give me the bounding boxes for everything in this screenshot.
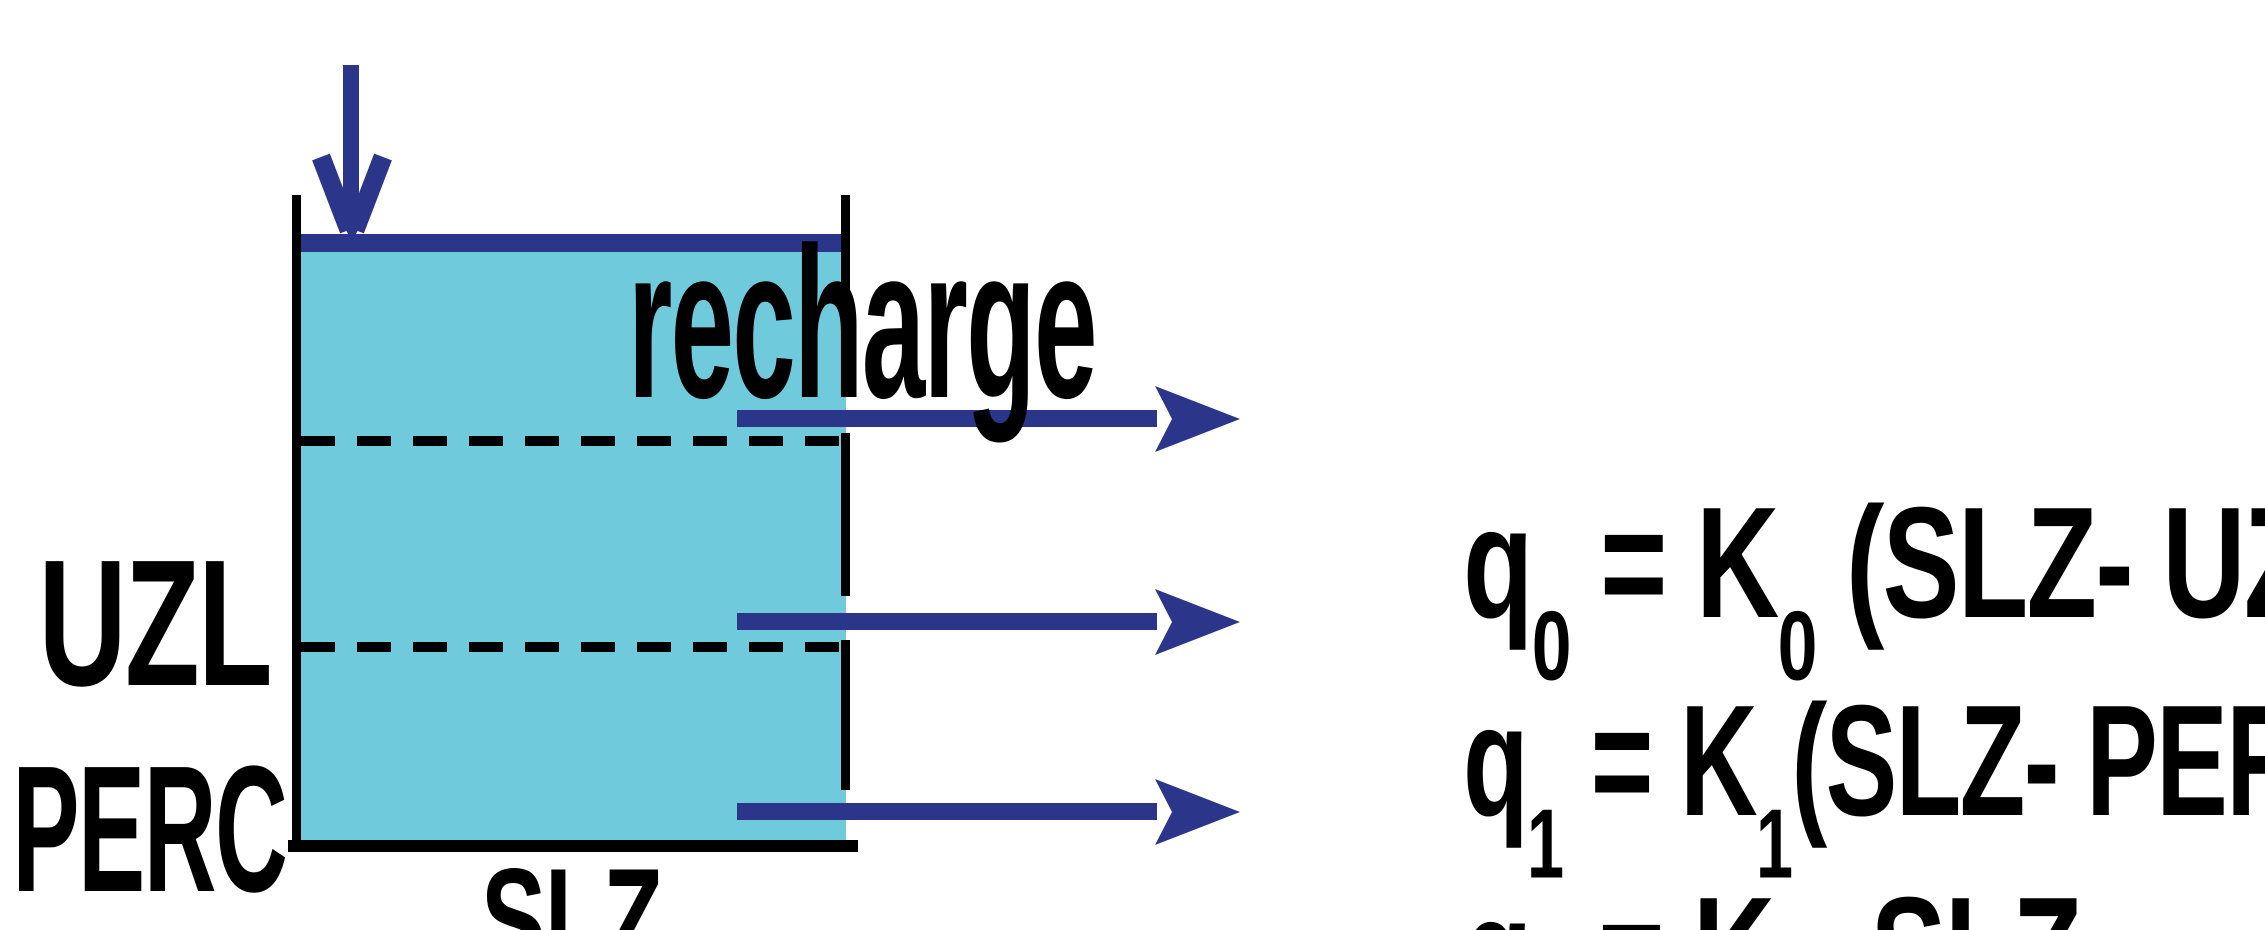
recharge-label: recharge	[402, 0, 1511, 645]
slz-label-text: SLZ	[480, 838, 663, 930]
recharge-label-text: recharge	[628, 202, 1097, 443]
q0-arrow-shaft	[737, 410, 1157, 427]
equation-q2-equals-k: = K	[1568, 865, 1775, 930]
recharge-arrow-right-wing	[346, 153, 392, 234]
q0-arrow-head	[1155, 386, 1240, 452]
equation-q1-lhs: q	[1463, 673, 1529, 849]
equation-q0-expression: (SLZ- UZL)	[1846, 475, 2265, 651]
tank-water-fill	[301, 252, 846, 840]
equation-q0: q0 = K0 (SLZ- UZL)	[1297, 326, 2265, 800]
uzl-threshold-label: UZL	[0, 354, 273, 894]
slz-storage-label: SLZ	[327, 701, 750, 930]
tank-right-wall-middle	[841, 433, 850, 596]
equation-q0-equals-k: = K	[1569, 475, 1779, 651]
water-surface-bar	[301, 234, 846, 252]
perc-threshold-label: PERC	[0, 560, 288, 930]
tank-right-wall-lower	[841, 640, 850, 790]
equation-q1-expression: (SLZ- PERC)	[1791, 673, 2265, 849]
equation-q0-text: q0 = K0 (SLZ- UZL)	[1463, 484, 2265, 695]
equation-q0-lhs-subscript: 0	[1531, 590, 1572, 701]
equation-q2-text: q2 = K2. SLZ	[1463, 874, 2082, 930]
outflow-arrow-q1-right-arrow-icon	[737, 589, 1240, 655]
equation-q0-lhs: q	[1463, 475, 1533, 651]
equation-q0-k-subscript: 0	[1777, 590, 1818, 701]
outflow-arrow-q2-right-arrow-icon	[737, 779, 1240, 845]
perc-label-text: PERC	[11, 729, 288, 930]
uzl-label-text: UZL	[38, 523, 273, 724]
equation-q1: q1 = K1(SLZ- PERC)	[1297, 524, 2265, 930]
equation-q1-lhs-subscript: 1	[1527, 788, 1564, 899]
equation-q1-k-subscript: 1	[1756, 788, 1793, 899]
equation-q2-lhs: q	[1463, 865, 1533, 930]
recharge-arrow-shaft	[343, 65, 359, 227]
recharge-arrow-left-wing	[312, 153, 358, 234]
equation-q2: q2 = K2. SLZ	[1297, 716, 2265, 930]
q2-arrow-head	[1155, 779, 1240, 845]
tank-left-wall	[292, 195, 301, 852]
equation-q2-expression: . SLZ	[1811, 865, 2082, 930]
q1-arrow-shaft	[737, 613, 1157, 630]
q1-arrow-head	[1155, 589, 1240, 655]
q2-arrow-shaft	[737, 803, 1157, 820]
tank-bottom	[288, 840, 858, 852]
equation-q1-text: q1 = K1(SLZ- PERC)	[1463, 682, 2265, 893]
tank-right-wall-upper	[841, 195, 850, 395]
equation-q1-equals-k: = K	[1562, 673, 1758, 849]
outflow-arrow-q0-right-arrow-icon	[737, 386, 1240, 452]
